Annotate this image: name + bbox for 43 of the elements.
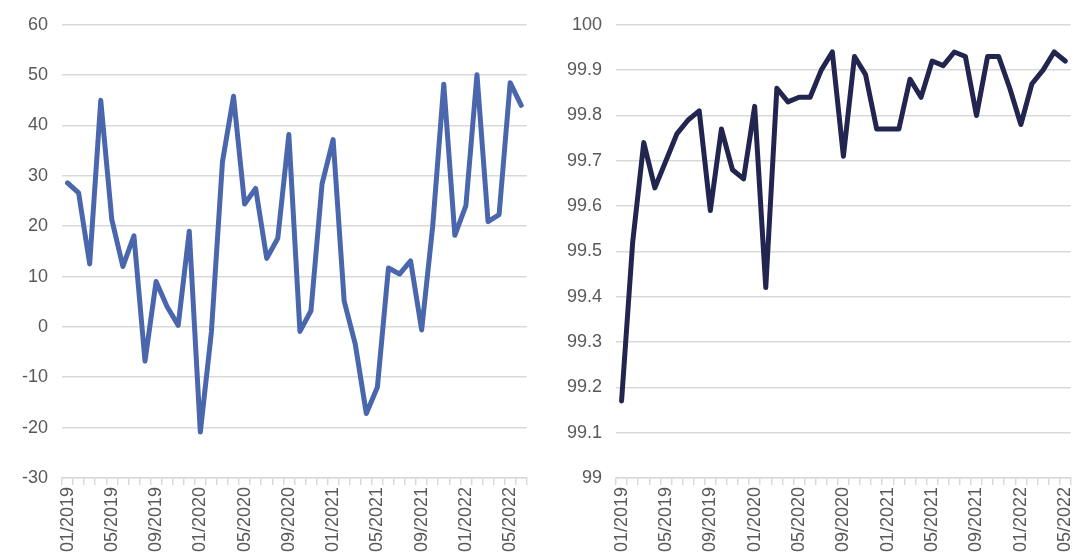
x-tick-label: 09/2019 [145,486,166,553]
y-tick-label: 50 [27,64,49,85]
y-tick-label: 99.7 [566,149,603,170]
y-tick-label: -30 [22,466,49,487]
x-tick-label: 05/2020 [233,486,254,553]
x-tick-label: 05/2022 [1054,486,1075,553]
x-tick-label: 01/2020 [189,486,210,553]
y-tick-label: 99.9 [566,59,603,80]
y-tick-label: 60 [27,13,49,34]
x-tick-label: 01/2019 [56,486,77,553]
y-tick-label: 10 [27,265,49,286]
x-tick-label: 09/2020 [277,486,298,553]
x-tick-label: 01/2019 [610,486,631,553]
x-tick-label: 05/2021 [921,486,942,553]
x-tick-label: 05/2019 [100,486,121,553]
y-tick-label: 40 [27,114,49,135]
y-tick-label: 99.3 [566,330,603,351]
y-tick-label: 99.1 [566,421,603,442]
x-tick-label: 01/2022 [454,486,475,553]
y-tick-label: 99.4 [566,285,603,306]
y-tick-label: 99.5 [566,240,603,261]
x-tick-label: 01/2020 [743,486,764,553]
y-tick-label: -20 [22,416,49,437]
y-tick-label: 100 [571,13,603,34]
x-tick-label: 05/2019 [654,486,675,553]
y-tick-label: 30 [27,164,49,185]
x-tick-label: 05/2022 [499,486,520,553]
x-tick-label: 01/2022 [1009,486,1030,553]
x-tick-label: 09/2021 [965,486,986,553]
y-tick-label: 99 [582,466,603,487]
x-tick-label: 01/2021 [876,486,897,553]
x-tick-label: 09/2021 [410,486,431,553]
y-tick-label: 20 [27,215,49,236]
y-tick-label: 99.6 [566,195,603,216]
y-tick-label: -10 [22,366,49,387]
x-tick-label: 05/2021 [366,486,387,553]
x-tick-label: 01/2021 [322,486,343,553]
x-tick-label: 09/2019 [699,486,720,553]
x-tick-label: 09/2020 [832,486,853,553]
y-tick-label: 0 [38,315,49,336]
y-tick-label: 99.2 [566,376,603,397]
x-tick-label: 05/2020 [788,486,809,553]
y-tick-label: 99.8 [566,104,603,125]
